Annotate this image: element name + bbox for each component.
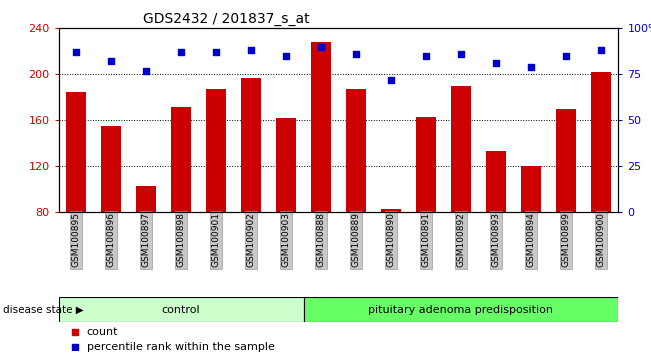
Text: GSM100888: GSM100888 <box>316 212 326 267</box>
Point <box>486 166 497 172</box>
Point <box>386 77 396 83</box>
Point <box>281 53 291 59</box>
Point <box>526 64 536 70</box>
Bar <box>451 86 471 304</box>
Bar <box>102 126 120 304</box>
Bar <box>277 118 296 304</box>
Point <box>71 50 81 55</box>
Text: count: count <box>87 327 118 337</box>
Point <box>246 47 256 53</box>
Text: control: control <box>161 305 201 315</box>
Point <box>351 51 361 57</box>
Bar <box>381 209 400 304</box>
Bar <box>303 297 618 322</box>
Point <box>421 53 431 59</box>
Text: GSM100901: GSM100901 <box>212 212 221 267</box>
Text: pituitary adenoma predisposition: pituitary adenoma predisposition <box>368 305 553 315</box>
Point <box>491 61 501 66</box>
Bar <box>591 72 611 304</box>
Text: GSM100889: GSM100889 <box>352 212 361 267</box>
Bar <box>417 117 436 304</box>
Text: GSM100892: GSM100892 <box>456 212 465 267</box>
Text: GSM100891: GSM100891 <box>421 212 430 267</box>
Text: GSM100902: GSM100902 <box>247 212 256 267</box>
Point <box>561 53 571 59</box>
Point <box>176 50 186 55</box>
Text: GSM100895: GSM100895 <box>72 212 81 267</box>
Text: GSM100893: GSM100893 <box>492 212 501 267</box>
Text: GSM100890: GSM100890 <box>387 212 396 267</box>
Text: GSM100900: GSM100900 <box>596 212 605 267</box>
Text: GSM100897: GSM100897 <box>141 212 150 267</box>
Text: GSM100894: GSM100894 <box>527 212 536 267</box>
Point <box>141 68 151 74</box>
Point <box>316 44 326 50</box>
Point <box>106 59 117 64</box>
Bar <box>66 92 86 304</box>
Bar <box>137 186 156 304</box>
Bar <box>521 166 540 304</box>
Bar <box>171 107 191 304</box>
Bar <box>557 109 575 304</box>
Text: GSM100899: GSM100899 <box>561 212 570 267</box>
Text: disease state ▶: disease state ▶ <box>3 305 84 315</box>
Bar <box>242 78 260 304</box>
Text: GSM100903: GSM100903 <box>281 212 290 267</box>
Text: GSM100898: GSM100898 <box>176 212 186 267</box>
Point <box>211 50 221 55</box>
Point <box>486 302 497 307</box>
Bar <box>311 42 331 304</box>
Text: percentile rank within the sample: percentile rank within the sample <box>87 342 275 352</box>
Point <box>596 47 606 53</box>
Text: GSM100896: GSM100896 <box>107 212 116 267</box>
Bar <box>59 297 303 322</box>
Bar <box>486 152 506 304</box>
Bar <box>346 89 366 304</box>
Point <box>456 51 466 57</box>
Bar <box>206 89 226 304</box>
Text: GDS2432 / 201837_s_at: GDS2432 / 201837_s_at <box>143 12 309 26</box>
